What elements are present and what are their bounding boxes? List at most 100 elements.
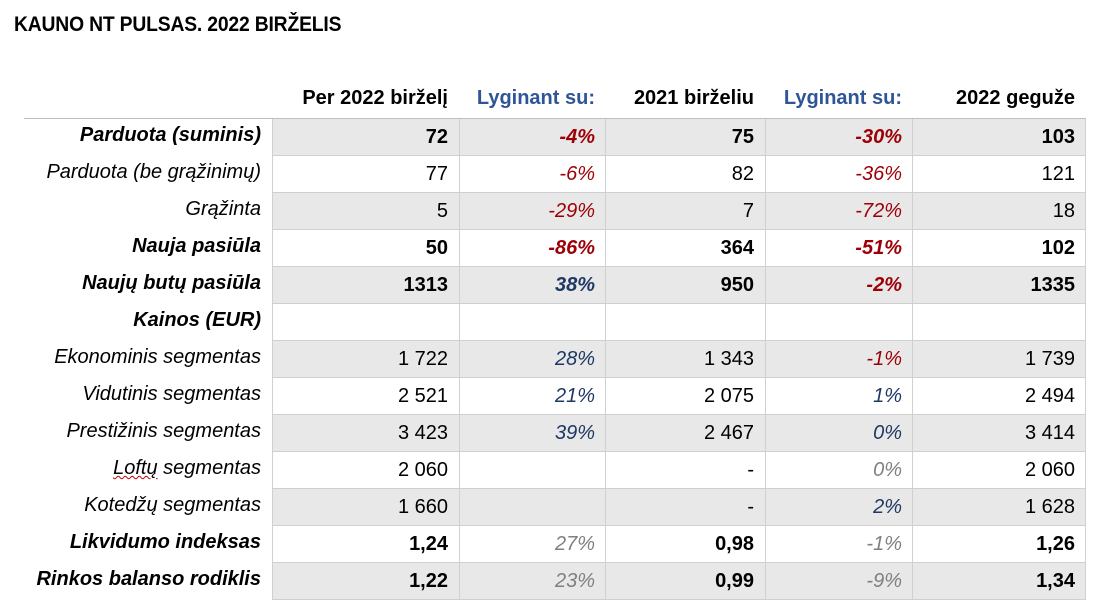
value-cell: 5 (436, 200, 448, 222)
value-cell: 72 (425, 126, 448, 148)
column-header-compare-2: Lyginant su: (783, 87, 902, 109)
column-divider (272, 119, 273, 599)
change-cell: -9% (866, 570, 902, 592)
value-cell: 1313 (403, 274, 449, 296)
column-header-may: 2022 geguže (956, 87, 1075, 109)
table-row: Rinkos balanso rodiklis 1,22 23% 0,99 -9… (0, 563, 1102, 600)
change-cell: 0% (873, 422, 902, 444)
header-divider (24, 118, 1086, 119)
value-cell: 0,99 (715, 570, 754, 592)
change-cell: 2% (873, 496, 902, 518)
row-label: Parduota (be grąžinimų) (46, 161, 261, 183)
row-label: Likvidumo indeksas (69, 531, 261, 553)
value-cell: 77 (425, 163, 448, 185)
row-label: Rinkos balanso rodiklis (36, 568, 261, 590)
value-cell: 1 628 (1024, 496, 1075, 518)
change-cell: 28% (554, 348, 595, 370)
row-label: Vidutinis segmentas (82, 383, 261, 405)
change-cell: -30% (855, 126, 902, 148)
value-cell: 1335 (1030, 274, 1076, 296)
value-cell: 102 (1041, 237, 1075, 259)
value-cell: 364 (720, 237, 754, 259)
spellcheck-word: Loftų (113, 457, 158, 479)
change-cell: -72% (855, 200, 902, 222)
row-label: Nauja pasiūla (132, 235, 261, 257)
column-divider (765, 119, 766, 599)
value-cell: 1 739 (1024, 348, 1075, 370)
value-cell: - (747, 459, 754, 481)
value-cell: 2 494 (1024, 385, 1075, 407)
change-cell: 23% (554, 570, 595, 592)
table-row: Parduota (be grąžinimų) 77 -6% 82 -36% 1… (0, 156, 1102, 193)
row-label: Ekonominis segmentas (54, 346, 261, 368)
change-cell: -51% (855, 237, 902, 259)
change-cell: -86% (548, 237, 595, 259)
value-cell: - (747, 496, 754, 518)
table-row: Nauja pasiūla 50 -86% 364 -51% 102 (0, 230, 1102, 267)
value-cell: 1,24 (409, 533, 448, 555)
value-cell: 75 (731, 126, 754, 148)
table-row: Naujų butų pasiūla 1313 38% 950 -2% 1335 (0, 267, 1102, 304)
change-cell: 27% (554, 533, 595, 555)
change-cell: 21% (554, 385, 595, 407)
value-cell: 103 (1041, 126, 1075, 148)
value-cell: 1 343 (703, 348, 754, 370)
value-cell: 121 (1041, 163, 1075, 185)
value-cell: 1,34 (1036, 570, 1075, 592)
value-cell: 18 (1052, 200, 1075, 222)
change-cell: -1% (866, 533, 902, 555)
column-divider (912, 119, 913, 599)
value-cell: 0,98 (715, 533, 754, 555)
column-header-compare-1: Lyginant su: (476, 87, 595, 109)
value-cell: 1,22 (409, 570, 448, 592)
change-cell: -6% (559, 163, 595, 185)
value-cell: 2 467 (703, 422, 754, 444)
change-cell: 39% (554, 422, 595, 444)
value-cell: 2 060 (1024, 459, 1075, 481)
section-row-prices: Kainos (EUR) (0, 304, 1102, 341)
value-cell: 3 423 (397, 422, 448, 444)
change-cell: -1% (866, 348, 902, 370)
row-label: Kotedžų segmentas (84, 494, 261, 516)
page-title: KAUNO NT PULSAS. 2022 BIRŽELIS (14, 13, 342, 36)
value-cell: 50 (425, 237, 448, 259)
change-cell: -2% (866, 274, 902, 296)
row-label: Loftų segmentas (113, 452, 261, 484)
section-label: Kainos (EUR) (133, 309, 261, 331)
column-divider (459, 119, 460, 599)
row-label: Naujų butų pasiūla (82, 272, 261, 294)
change-cell: 1% (873, 385, 902, 407)
column-divider (605, 119, 606, 599)
column-header-period: Per 2022 birželį (302, 87, 448, 109)
table-row: Vidutinis segmentas 2 521 21% 2 075 1% 2… (0, 378, 1102, 415)
row-label: Prestižinis segmentas (66, 420, 261, 442)
value-cell: 82 (731, 163, 754, 185)
change-cell: 38% (554, 274, 595, 296)
table-row: Grąžinta 5 -29% 7 -72% 18 (0, 193, 1102, 230)
row-label: Parduota (suminis) (79, 124, 261, 146)
table-row: Likvidumo indeksas 1,24 27% 0,98 -1% 1,2… (0, 526, 1102, 563)
value-cell: 950 (720, 274, 754, 296)
column-divider (1085, 119, 1086, 599)
value-cell: 1 660 (397, 496, 448, 518)
table-row: Ekonominis segmentas 1 722 28% 1 343 -1%… (0, 341, 1102, 378)
row-label-rest: segmentas (157, 457, 261, 479)
change-cell: -36% (855, 163, 902, 185)
row-label: Grąžinta (185, 198, 261, 220)
value-cell: 1 722 (397, 348, 448, 370)
table-row: Kotedžų segmentas 1 660 - 2% 1 628 (0, 489, 1102, 526)
table-row: Prestižinis segmentas 3 423 39% 2 467 0%… (0, 415, 1102, 452)
column-header-2021: 2021 birželiu (633, 87, 754, 109)
table-row: Loftų segmentas 2 060 - 0% 2 060 (0, 452, 1102, 489)
change-cell: -29% (548, 200, 595, 222)
value-cell: 7 (742, 200, 754, 222)
value-cell: 2 075 (703, 385, 754, 407)
change-cell: 0% (873, 459, 902, 481)
value-cell: 3 414 (1024, 422, 1075, 444)
change-cell: -4% (559, 126, 595, 148)
value-cell: 1,26 (1036, 533, 1075, 555)
value-cell: 2 060 (397, 459, 448, 481)
value-cell: 2 521 (397, 385, 448, 407)
table-row: Parduota (suminis) 72 -4% 75 -30% 103 (0, 119, 1102, 156)
